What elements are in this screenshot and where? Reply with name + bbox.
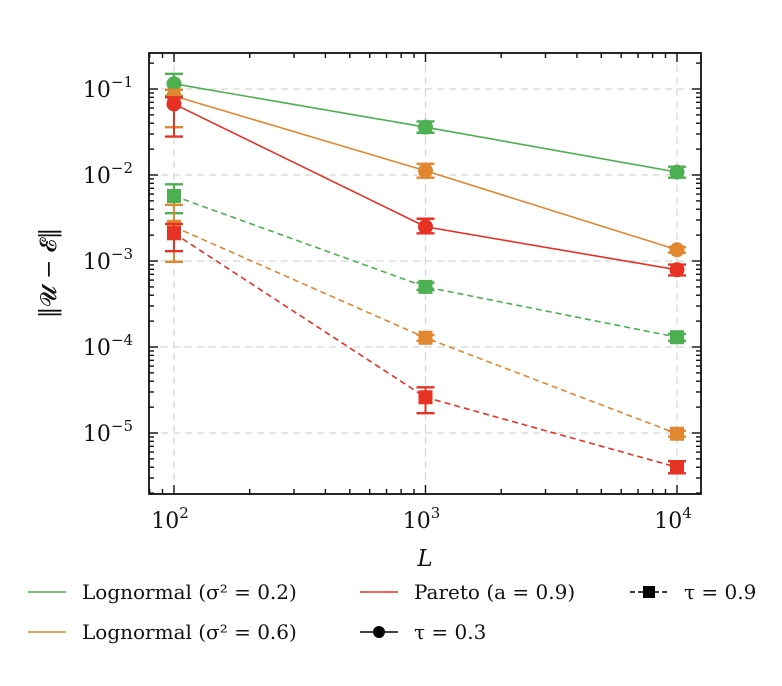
legend-entry: τ = 0.9 — [630, 580, 756, 604]
legend-label: Lognormal (σ² = 0.6) — [82, 620, 297, 644]
data-point — [418, 219, 433, 235]
legend-square-marker — [643, 586, 655, 598]
legend-label: Pareto (a = 0.9) — [414, 580, 575, 604]
data-point — [166, 96, 182, 112]
series-circle-0 — [165, 72, 686, 180]
legend-entry: τ = 0.3 — [360, 620, 486, 644]
y-tick-label: 10−1 — [83, 73, 133, 103]
data-point — [167, 188, 181, 203]
y-tick-label: 10−5 — [83, 417, 133, 447]
data-point — [669, 262, 685, 278]
data-point — [418, 163, 433, 179]
legend-entry: Lognormal (σ² = 0.6) — [28, 620, 297, 644]
grid — [149, 53, 701, 494]
y-tick-label: 10−4 — [83, 331, 133, 361]
x-tick-label: 104 — [654, 504, 692, 534]
data-point — [670, 426, 684, 441]
series-layer — [165, 72, 686, 475]
legend-entry: Pareto (a = 0.9) — [360, 580, 575, 604]
data-point — [418, 330, 433, 345]
x-tick-label: 102 — [151, 504, 189, 534]
x-tick-label: 103 — [403, 504, 441, 534]
series-line — [173, 232, 678, 468]
series-square-5 — [165, 222, 686, 475]
tick-labels: 102 103 104 10−1 10−2 10−3 10−4 10−5 — [83, 73, 692, 534]
axes — [148, 52, 702, 495]
data-point — [670, 330, 684, 345]
legend-label: τ = 0.3 — [414, 620, 486, 644]
legend-label: τ = 0.9 — [684, 580, 756, 604]
data-point — [670, 460, 684, 475]
legend-circle-marker — [373, 626, 385, 638]
y-tick-label: 10−3 — [83, 245, 133, 275]
legend: Lognormal (σ² = 0.2) Pareto (a = 0.9) τ = … — [28, 580, 756, 644]
data-point — [418, 279, 433, 294]
data-point — [418, 119, 433, 135]
series-circle-2 — [165, 96, 686, 278]
legend-entry: Lognormal (σ² = 0.2) — [28, 580, 297, 604]
data-point — [669, 242, 685, 258]
data-point — [166, 76, 182, 92]
data-point — [669, 164, 685, 180]
y-tick-label: 10−2 — [83, 159, 133, 189]
data-point — [418, 390, 433, 405]
legend-label: Lognormal (σ² = 0.2) — [82, 580, 297, 604]
series-square-4 — [165, 203, 686, 441]
data-point — [167, 226, 181, 241]
series-line — [173, 195, 678, 338]
y-axis-label: ‖𝓤 − 𝓔‖ — [36, 228, 62, 318]
x-axis-label: L — [416, 546, 432, 572]
